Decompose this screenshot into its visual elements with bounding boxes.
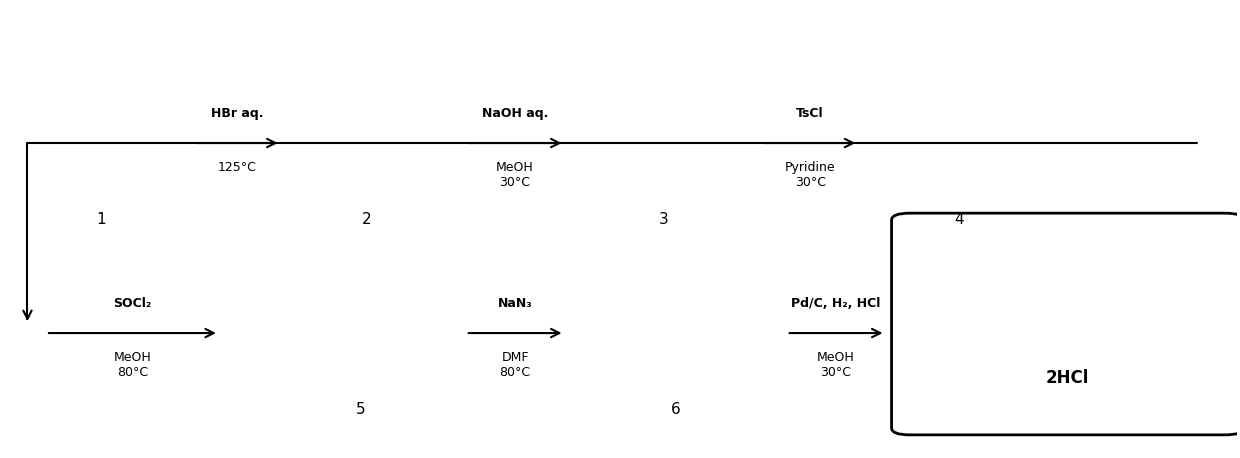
FancyBboxPatch shape: [892, 213, 1240, 435]
Text: 4: 4: [955, 213, 965, 228]
Text: MeOH
30°C: MeOH 30°C: [817, 351, 854, 379]
Text: 1: 1: [97, 213, 107, 228]
Text: TsCl: TsCl: [796, 108, 823, 120]
Text: Pyridine
30°C: Pyridine 30°C: [785, 161, 836, 189]
Text: DMF
80°C: DMF 80°C: [500, 351, 531, 379]
Text: 5: 5: [356, 403, 366, 418]
Text: HBr aq.: HBr aq.: [211, 108, 264, 120]
Text: 3: 3: [658, 213, 668, 228]
Text: 6: 6: [671, 403, 681, 418]
Text: SOCl₂: SOCl₂: [113, 297, 151, 311]
Text: NaOH aq.: NaOH aq.: [482, 108, 548, 120]
Text: Pd/C, H₂, HCl: Pd/C, H₂, HCl: [791, 297, 880, 311]
Text: NaN₃: NaN₃: [497, 297, 532, 311]
Text: MeOH
80°C: MeOH 80°C: [114, 351, 151, 379]
Text: 2HCl: 2HCl: [1045, 369, 1089, 387]
Text: 125°C: 125°C: [218, 161, 257, 174]
Text: MeOH
30°C: MeOH 30°C: [496, 161, 534, 189]
Text: 2: 2: [362, 213, 372, 228]
